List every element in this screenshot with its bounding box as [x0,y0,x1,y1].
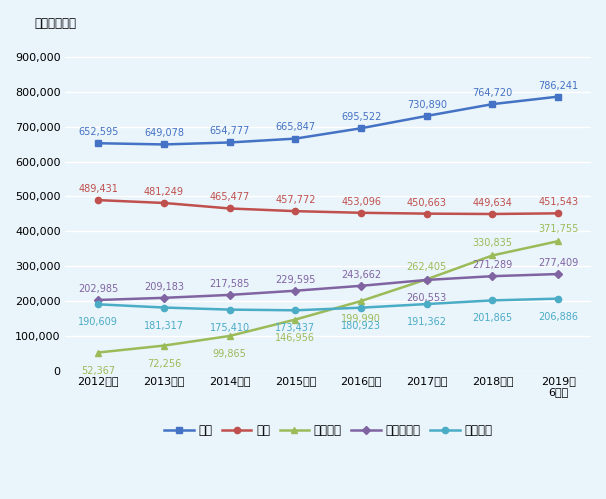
フィリピン [489,273,496,279]
Text: 695,522: 695,522 [341,112,381,122]
ベトナム [161,343,168,349]
Text: 457,772: 457,772 [275,195,316,205]
Text: 191,362: 191,362 [407,317,447,327]
中国 [423,113,430,119]
韓国 [489,211,496,217]
ベトナム [423,276,430,282]
Line: ベトナム: ベトナム [95,238,561,356]
Text: 786,241: 786,241 [538,80,578,90]
Text: 72,256: 72,256 [147,359,181,369]
フィリピン [291,288,299,294]
Text: 173,437: 173,437 [275,323,316,333]
Text: 260,553: 260,553 [407,293,447,303]
韓国 [358,210,365,216]
Text: 199,990: 199,990 [341,314,381,324]
フィリピン [358,283,365,289]
Text: 489,431: 489,431 [78,184,118,194]
ベトナム [291,316,299,322]
韓国 [423,211,430,217]
Text: 481,249: 481,249 [144,187,184,197]
Text: 229,595: 229,595 [275,274,316,284]
韓国 [226,206,233,212]
Text: 764,720: 764,720 [472,88,513,98]
ブラジル [358,305,365,311]
Line: フィリピン: フィリピン [95,271,561,303]
Line: ブラジル: ブラジル [95,295,561,313]
Text: 190,609: 190,609 [78,317,118,327]
Text: 146,956: 146,956 [275,333,315,343]
Text: 453,096: 453,096 [341,197,381,207]
ブラジル [423,301,430,307]
フィリピン [161,295,168,301]
韓国 [291,208,299,214]
中国 [161,141,168,147]
Text: 243,662: 243,662 [341,269,381,280]
Legend: 中国, 韓国, ベトナム, フィリピン, ブラジル: 中国, 韓国, ベトナム, フィリピン, ブラジル [159,420,497,442]
Text: 181,317: 181,317 [144,320,184,331]
ブラジル [161,304,168,310]
ブラジル [554,295,562,301]
ブラジル [489,297,496,303]
Text: 175,410: 175,410 [210,323,250,333]
フィリピン [95,297,102,303]
Text: 180,923: 180,923 [341,321,381,331]
韓国 [95,197,102,203]
Text: 202,985: 202,985 [78,284,118,294]
Text: 201,865: 201,865 [473,313,513,323]
ベトナム [95,349,102,355]
ブラジル [226,306,233,312]
Text: 271,289: 271,289 [472,260,513,270]
Text: 649,078: 649,078 [144,128,184,138]
Text: 665,847: 665,847 [275,122,316,133]
Text: 217,585: 217,585 [210,279,250,289]
Text: 371,755: 371,755 [538,224,578,234]
ベトナム [489,252,496,258]
中国 [489,101,496,107]
ブラジル [95,301,102,307]
Text: 652,595: 652,595 [78,127,119,137]
韓国 [554,211,562,217]
韓国 [161,200,168,206]
Text: 654,777: 654,777 [210,126,250,136]
Line: 韓国: 韓国 [95,197,561,217]
ブラジル [291,307,299,313]
ベトナム [226,333,233,339]
中国 [226,140,233,146]
Text: 451,543: 451,543 [538,197,578,207]
中国 [554,94,562,100]
Text: 330,835: 330,835 [473,238,513,248]
ベトナム [554,238,562,244]
Text: 99,865: 99,865 [213,349,247,359]
Text: 52,367: 52,367 [81,366,115,376]
Text: （単位：人）: （単位：人） [34,16,76,29]
Text: 209,183: 209,183 [144,282,184,292]
Text: 449,634: 449,634 [473,198,513,208]
Text: 730,890: 730,890 [407,100,447,110]
中国 [291,136,299,142]
フィリピン [226,292,233,298]
Text: 277,409: 277,409 [538,258,578,268]
ベトナム [358,298,365,304]
Text: 262,405: 262,405 [407,262,447,272]
Text: 450,663: 450,663 [407,198,447,208]
中国 [358,125,365,131]
中国 [95,140,102,146]
フィリピン [554,271,562,277]
Line: 中国: 中国 [95,93,561,148]
Text: 465,477: 465,477 [210,192,250,203]
フィリピン [423,277,430,283]
Text: 206,886: 206,886 [538,312,578,322]
